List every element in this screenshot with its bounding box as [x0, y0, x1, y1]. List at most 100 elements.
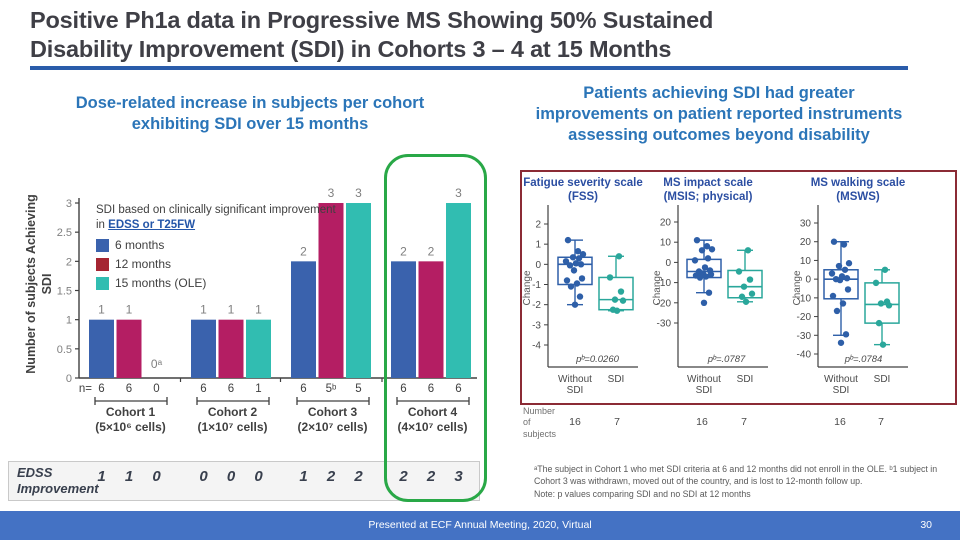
data-point — [619, 297, 627, 304]
slide-title: Positive Ph1a data in Progressive MS Sho… — [30, 7, 714, 63]
data-point — [744, 247, 752, 254]
cohort-name: Cohort 2 — [208, 405, 258, 419]
data-point — [567, 283, 575, 290]
data-point — [570, 267, 578, 274]
boxplot-title-msis: MS impact scale (MSIS; physical) — [663, 177, 753, 204]
edss-value: 2 — [354, 468, 363, 485]
bar-y-tick-label: 0.5 — [57, 344, 72, 356]
bar-value-label: 3 — [355, 186, 362, 200]
data-point — [611, 296, 619, 303]
n-value: 6 — [200, 383, 206, 395]
box-y-tick-label: -10 — [657, 278, 672, 289]
legend-swatch-12-months-icon — [96, 258, 109, 272]
data-point — [837, 339, 845, 346]
data-point — [703, 243, 711, 250]
footer-bar: Presented at ECF Annual Meeting, 2020, V… — [0, 511, 960, 540]
edss-value: 0 — [226, 468, 236, 485]
footnote-text: ᵃThe subject in Cohort 1 who met SDI cri… — [534, 464, 938, 487]
right-subtitle: Patients achieving SDI had greater impro… — [535, 84, 903, 145]
data-point — [879, 341, 887, 348]
title-underline — [30, 66, 908, 70]
box-y-tick-label: 1 — [535, 240, 541, 251]
edss-value: 1 — [97, 468, 106, 485]
data-point — [566, 262, 574, 269]
data-point — [738, 293, 746, 300]
footnotes: ᵃThe subject in Cohort 1 who met SDI cri… — [534, 463, 946, 500]
data-point — [573, 280, 581, 287]
data-point — [830, 238, 838, 245]
cohort-dose: (5×10⁶ cells) — [95, 420, 166, 434]
change-axis-label: Change — [792, 270, 803, 305]
bar-6-months — [391, 261, 416, 378]
box-group-label: SDI — [696, 385, 713, 396]
legend-intro-line2: in EDSS or T25FW — [96, 218, 336, 233]
data-point — [877, 300, 885, 307]
bar-6-months — [89, 319, 114, 378]
data-point — [617, 288, 625, 295]
footer-text: Presented at ECF Annual Meeting, 2020, V… — [368, 519, 592, 531]
bar-chart-legend: SDI based on clinically significant impr… — [96, 203, 336, 291]
box-y-tick-label: -20 — [797, 312, 812, 323]
box-y-tick-label: -10 — [797, 293, 812, 304]
data-point — [735, 268, 743, 275]
data-point — [841, 266, 849, 273]
edss-value: 2 — [326, 468, 336, 485]
box-group-label: SDI — [608, 374, 625, 385]
box-group-label: Without — [824, 374, 858, 385]
data-point — [576, 293, 584, 300]
subjects-row-label: Number of subjects — [523, 406, 557, 439]
box-group-label: SDI — [833, 385, 850, 396]
bar-value-label: 3 — [455, 186, 462, 200]
p-value-label: pᵇ=.0784 — [844, 354, 883, 365]
box-y-tick-label: -2 — [532, 300, 541, 311]
data-point — [562, 258, 570, 265]
bar-6-months — [291, 261, 316, 378]
n-value: 6 — [455, 383, 461, 395]
data-point — [606, 274, 614, 281]
bar-y-tick-label: 1.5 — [57, 286, 72, 298]
legend-swatch-15-months-icon — [96, 277, 109, 291]
data-point — [875, 319, 883, 327]
edss-value: 0 — [254, 468, 263, 485]
n-value: 5 — [355, 383, 361, 395]
box-y-tick-label: -40 — [797, 350, 812, 361]
data-point — [872, 279, 880, 287]
data-point — [844, 286, 852, 293]
box-y-tick-label: 20 — [800, 237, 812, 248]
bar-y-tick-label: 2.5 — [57, 227, 72, 239]
edss-t25fw-link[interactable]: EDSS or T25FW — [108, 218, 196, 231]
data-point — [843, 275, 851, 282]
box — [823, 269, 859, 300]
bar-value-label: 1 — [255, 303, 262, 317]
n-value: 5ᵇ — [326, 383, 337, 395]
boxplot-title-fss: Fatigue severity scale (FSS) — [523, 177, 643, 204]
box-y-tick-label: 30 — [800, 219, 812, 230]
legend-item-6-months: 6 months — [96, 238, 336, 252]
box — [598, 276, 634, 311]
n-value: 6 — [98, 383, 104, 395]
page-number: 30 — [920, 519, 932, 531]
data-point — [693, 236, 701, 244]
boxplots: 210-1-2-3-4ChangeWithoutSDISDIpᵇ=0.02602… — [522, 205, 908, 396]
change-axis-label: Change — [652, 270, 663, 305]
cohort-name: Cohort 4 — [408, 405, 458, 419]
bar-12-months — [116, 319, 142, 378]
bar-chart: 0 0.5 1 1.5 2 2.5 3 n= 1 6 1 6 0ᵃ 0 Cohort 1(5×10⁶ cel… — [57, 186, 477, 434]
box-y-tick-label: 2 — [535, 220, 541, 231]
footnote-note: Note: p values comparing SDI and no SDI … — [534, 488, 751, 499]
change-axis-label: Change — [522, 270, 533, 305]
data-point — [572, 260, 580, 267]
box-y-tick-label: 10 — [660, 238, 672, 249]
bar-12-months — [218, 319, 244, 378]
legend-label-15-months: 15 months (OLE) — [115, 276, 207, 291]
data-point — [702, 273, 710, 280]
box-group-label: SDI — [737, 374, 754, 385]
data-point — [564, 236, 572, 244]
bar-15-months-(OLE) — [446, 203, 471, 378]
box-group-label: SDI — [567, 385, 584, 396]
bar-y-tick-label: 0 — [66, 373, 72, 385]
data-point — [746, 276, 754, 283]
data-point — [748, 290, 756, 297]
n-equals-label: n= — [79, 383, 92, 395]
edss-value: 0 — [152, 468, 161, 485]
